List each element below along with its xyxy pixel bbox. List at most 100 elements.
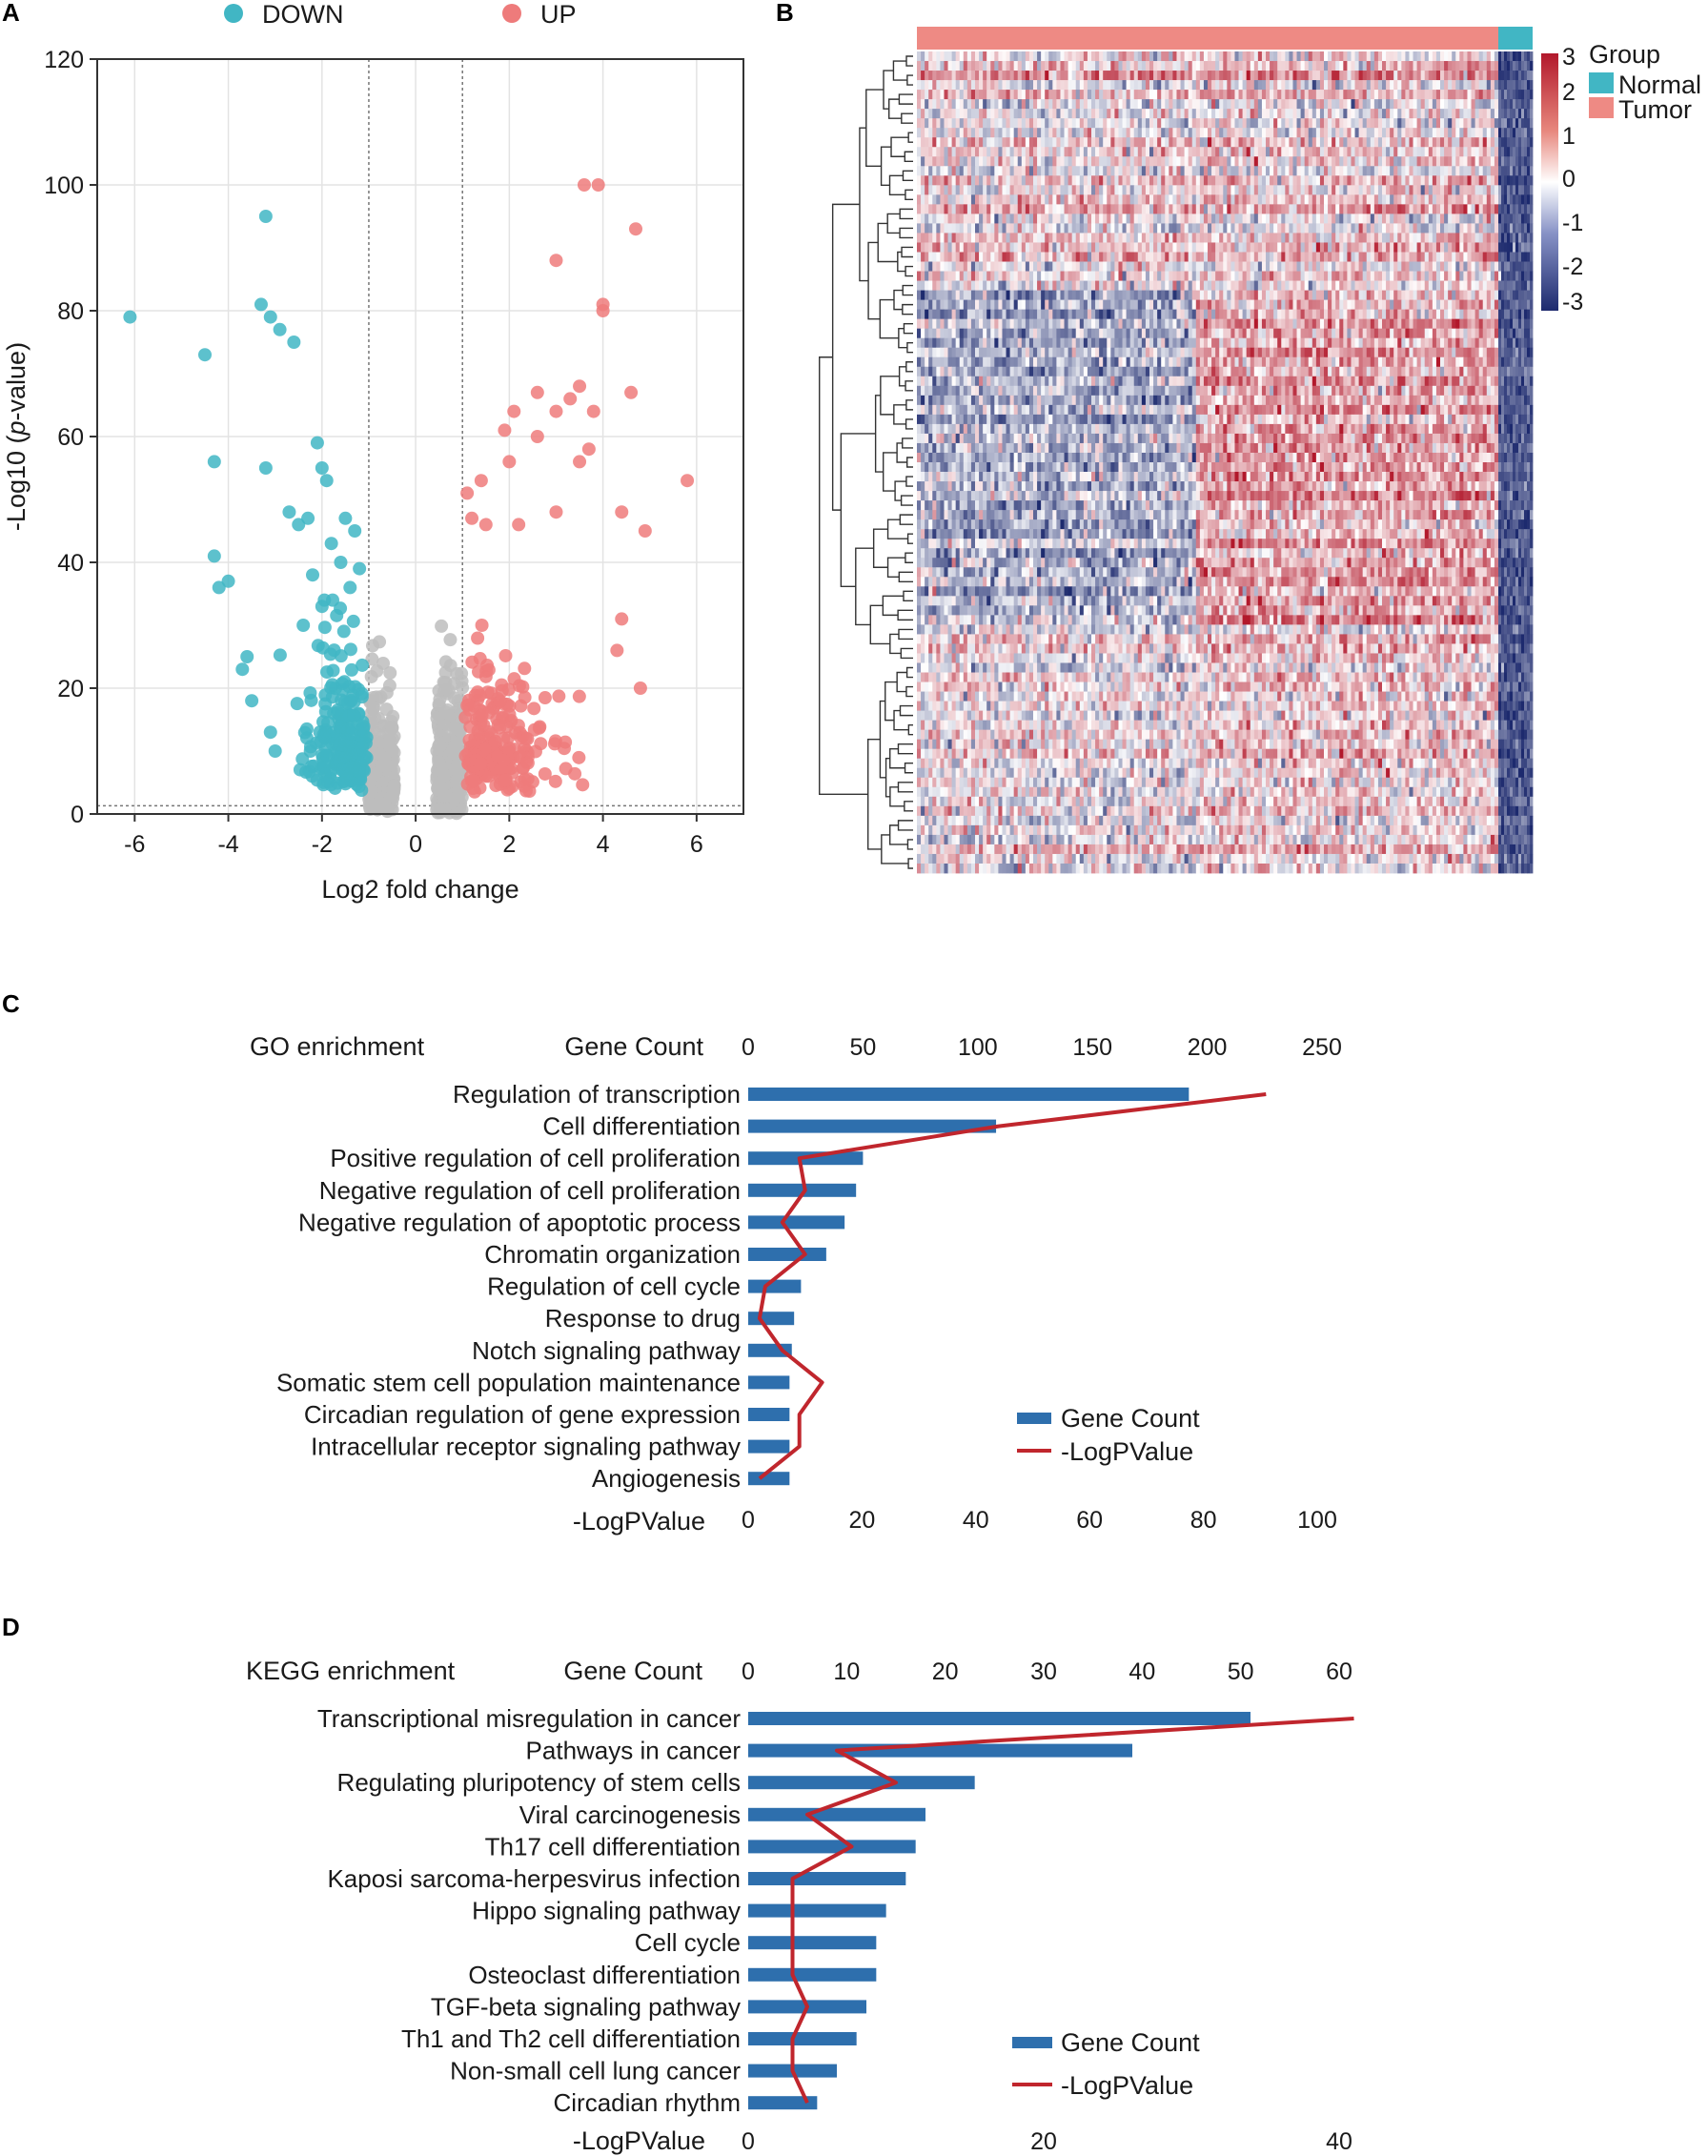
heatmap-cell bbox=[1253, 51, 1259, 62]
heatmap-cell bbox=[1253, 223, 1259, 234]
heatmap-cell bbox=[1083, 118, 1088, 129]
heatmap-cell bbox=[1494, 90, 1499, 100]
heatmap-cell bbox=[1068, 51, 1073, 62]
heatmap-cell bbox=[998, 156, 1003, 167]
heatmap-cell bbox=[921, 90, 925, 100]
heatmap-cell bbox=[986, 175, 991, 186]
heatmap-cell bbox=[1507, 261, 1511, 272]
heatmap-cell bbox=[1448, 204, 1453, 214]
heatmap-cell bbox=[1137, 175, 1143, 186]
heatmap-cell bbox=[1474, 51, 1480, 62]
heatmap-cell bbox=[1308, 109, 1313, 119]
volcano-x-tick: 4 bbox=[597, 831, 610, 858]
heatmap-cell bbox=[1328, 156, 1332, 167]
heatmap-cell bbox=[1448, 109, 1453, 119]
heatmap-cell bbox=[1308, 156, 1313, 167]
heatmap-cell bbox=[1071, 147, 1077, 157]
heatmap-cell bbox=[1145, 166, 1150, 176]
heatmap-cell bbox=[1180, 185, 1185, 195]
heatmap-cell bbox=[1017, 242, 1023, 253]
heatmap-cell bbox=[1266, 175, 1271, 186]
heatmap-cell bbox=[1521, 233, 1525, 243]
volcano-point-down bbox=[340, 709, 355, 723]
heatmap-cell bbox=[970, 175, 976, 186]
heatmap-cell bbox=[1351, 233, 1355, 243]
heatmap-cell bbox=[1432, 185, 1437, 195]
heatmap-cell bbox=[1296, 233, 1301, 243]
heatmap-cell bbox=[1467, 214, 1472, 224]
heatmap-cell bbox=[1524, 261, 1528, 272]
heatmap-cell bbox=[1246, 214, 1251, 224]
heatmap-cell bbox=[1071, 204, 1077, 214]
heatmap-cell bbox=[1133, 128, 1139, 138]
heatmap-cell bbox=[1071, 166, 1077, 176]
heatmap-cell bbox=[1339, 194, 1344, 205]
volcano-point-down bbox=[295, 752, 310, 766]
heatmap-cell bbox=[1304, 99, 1310, 110]
heatmap-cell bbox=[1524, 166, 1528, 176]
heatmap-cell bbox=[1455, 61, 1460, 71]
heatmap-cell bbox=[1507, 90, 1511, 100]
dendrogram-branch bbox=[903, 590, 913, 602]
heatmap-cell bbox=[1428, 90, 1434, 100]
heatmap-cell bbox=[1246, 252, 1251, 262]
heatmap-cell bbox=[1223, 271, 1228, 281]
heatmap-cell bbox=[1382, 51, 1387, 62]
heatmap-cell bbox=[1424, 261, 1430, 272]
heatmap-cell bbox=[1397, 242, 1402, 253]
heatmap-cell bbox=[1161, 118, 1166, 129]
heatmap-cell bbox=[1510, 109, 1514, 119]
heatmap-cell bbox=[1230, 80, 1235, 91]
heatmap-cell bbox=[932, 156, 937, 167]
heatmap-cell bbox=[1428, 109, 1434, 119]
heatmap-cell bbox=[1448, 99, 1453, 110]
heatmap-cell bbox=[1045, 71, 1049, 81]
heatmap-cell bbox=[1025, 214, 1030, 224]
heatmap-cell bbox=[1444, 90, 1449, 100]
heatmap-cell bbox=[1358, 51, 1364, 62]
heatmap-cell bbox=[1021, 99, 1027, 110]
heatmap-cell bbox=[1440, 128, 1445, 138]
heatmap-cell bbox=[1474, 175, 1480, 186]
heatmap-cell bbox=[1390, 166, 1394, 176]
heatmap-cell bbox=[1373, 128, 1379, 138]
heatmap-cell bbox=[1366, 185, 1372, 195]
heatmap-cell bbox=[1006, 99, 1010, 110]
heatmap-cell bbox=[1006, 223, 1010, 234]
heatmap-cell bbox=[966, 194, 972, 205]
heatmap-cell bbox=[917, 137, 922, 148]
heatmap-cell bbox=[1273, 194, 1278, 205]
heatmap-cell bbox=[1507, 194, 1511, 205]
heatmap-cell bbox=[1013, 204, 1019, 214]
heatmap-cell bbox=[936, 271, 941, 281]
heatmap-cell bbox=[1208, 61, 1212, 71]
heatmap-cell bbox=[1409, 61, 1413, 71]
heatmap-cell bbox=[1141, 214, 1147, 224]
heatmap-cell bbox=[1009, 99, 1015, 110]
heatmap-cell bbox=[1021, 128, 1027, 138]
heatmap-cell bbox=[1413, 128, 1417, 138]
heatmap-cell bbox=[1382, 61, 1387, 71]
heatmap-cell bbox=[1230, 51, 1235, 62]
heatmap-cell bbox=[1444, 71, 1449, 81]
heatmap-cell bbox=[1176, 252, 1181, 262]
heatmap-cell bbox=[1292, 166, 1297, 176]
heatmap-cell bbox=[1099, 109, 1104, 119]
heatmap-cell bbox=[1227, 90, 1231, 100]
heatmap-cell bbox=[1304, 194, 1310, 205]
heatmap-cell bbox=[1107, 80, 1111, 91]
heatmap-cell bbox=[1195, 252, 1201, 262]
heatmap-cell bbox=[1266, 137, 1271, 148]
dendrogram-branch bbox=[904, 151, 913, 162]
heatmap-cell bbox=[1347, 71, 1352, 81]
heatmap-cell bbox=[1191, 204, 1197, 214]
volcano-point-up bbox=[572, 750, 586, 764]
heatmap-cell bbox=[940, 156, 945, 167]
heatmap-cell bbox=[928, 204, 933, 214]
heatmap-cell bbox=[1277, 261, 1282, 272]
heatmap-cell bbox=[1110, 233, 1115, 243]
heatmap-cell bbox=[1482, 194, 1488, 205]
heatmap-cell bbox=[955, 242, 961, 253]
heatmap-cell bbox=[1300, 252, 1306, 262]
